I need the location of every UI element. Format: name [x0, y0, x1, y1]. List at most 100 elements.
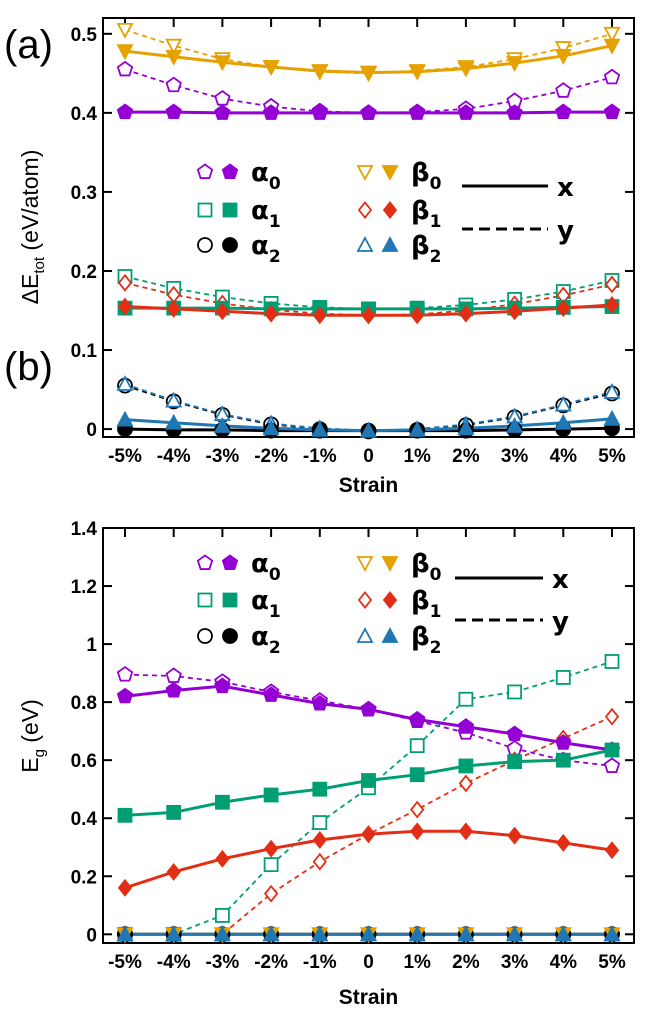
- legend-marker-filled-β2: [381, 627, 399, 643]
- x-tick-label: -3%: [206, 446, 240, 467]
- legend-marker-filled-α0: [221, 554, 239, 570]
- point-β2-x-9: [554, 413, 572, 430]
- legend-subscript: 2: [430, 638, 442, 658]
- point-β2-x-2: [213, 925, 231, 942]
- legend-subscript: 2: [269, 638, 281, 658]
- point-β0-x-5: [359, 65, 378, 82]
- point-β1-y-6: [410, 800, 425, 819]
- point-β1-x-1: [166, 299, 181, 318]
- point-β1-x-5: [361, 825, 376, 844]
- legend-greek: α: [251, 158, 269, 188]
- x-tick-label: -1%: [303, 446, 337, 467]
- point-α0-x-0: [116, 103, 134, 120]
- legend-greek: α: [251, 231, 269, 261]
- point-α0-x-4: [311, 694, 328, 711]
- legend-label-β2: β2: [411, 231, 441, 267]
- point-β0-x-0: [116, 44, 134, 61]
- point-α1-x-3: [263, 787, 279, 803]
- y-tick-label: 1: [86, 635, 97, 656]
- point-α0-x-7: [457, 718, 475, 734]
- legend-marker-open-α0: [196, 163, 214, 179]
- point-β2-x-3: [262, 925, 280, 942]
- legend-subscript: 1: [269, 212, 281, 232]
- point-α0-y-1: [165, 76, 182, 93]
- x-tick-label: 1%: [403, 952, 431, 973]
- x-tick-label: -5%: [108, 446, 142, 467]
- point-α0-x-9: [555, 103, 572, 120]
- point-β0-y-1: [165, 38, 183, 55]
- legend-line-label-x: x: [552, 565, 569, 595]
- x-tick-label: 5%: [598, 952, 626, 973]
- point-β1-y-10: [604, 707, 620, 726]
- point-β2-x-10: [603, 925, 621, 942]
- point-β1-x-9: [556, 833, 571, 852]
- legend-marker-open-β1: [357, 591, 373, 609]
- point-α0-x-10: [603, 103, 621, 120]
- point-α0-y-10: [603, 757, 621, 773]
- legend-greek: α: [251, 622, 269, 652]
- point-α0-x-2: [214, 104, 231, 120]
- point-α0-x-7: [457, 104, 475, 120]
- legend-line-label-y: y: [557, 216, 574, 246]
- point-β2-x-4: [311, 420, 329, 437]
- point-α0-x-2: [214, 677, 231, 694]
- point-β2-x-6: [408, 925, 426, 942]
- legend-marker-filled-α0: [221, 163, 239, 179]
- y-tick-label: 1.4: [71, 519, 98, 540]
- legend-label-β2: β2: [411, 622, 441, 658]
- x-tick-label: -2%: [254, 446, 288, 467]
- point-α0-x-5: [360, 700, 377, 717]
- point-α0-y-1: [165, 667, 182, 683]
- series-line-β0-y: [124, 29, 613, 75]
- point-α1-y-8: [507, 684, 523, 700]
- point-β1-x-3: [263, 839, 279, 858]
- legend-label-α0: α0: [251, 158, 281, 194]
- legend-subscript: 2: [269, 247, 281, 267]
- point-β1-x-2: [215, 302, 230, 321]
- y-axis-label-unit: (eV/atom): [17, 150, 43, 257]
- point-β1-x-1: [166, 862, 181, 881]
- legend-marker-filled-α2: [222, 628, 238, 644]
- legend-label-α2: α2: [251, 622, 281, 658]
- legend-line-label-x: x: [557, 173, 574, 203]
- legend-label-α2: α2: [251, 231, 281, 267]
- point-α1-x-1: [166, 805, 182, 820]
- point-α0-x-0: [116, 687, 134, 704]
- point-β1-y-4: [312, 852, 327, 871]
- legend-marker-filled-β2: [381, 236, 399, 252]
- legend-marker-open-β1: [357, 201, 373, 219]
- point-α1-x-4: [312, 781, 328, 797]
- y-axis-label-main: ΔE: [17, 274, 43, 305]
- point-β1-x-7: [458, 822, 474, 841]
- point-β0-x-1: [165, 49, 183, 66]
- point-α1-x-5: [361, 773, 376, 788]
- point-β2-x-5: [359, 925, 378, 942]
- legend-marker-filled-α1: [222, 592, 238, 608]
- point-β1-x-6: [410, 822, 425, 841]
- y-tick-label: 0.4: [71, 104, 98, 125]
- point-β0-x-4: [311, 64, 329, 80]
- point-α0-x-8: [506, 104, 523, 120]
- legend-subscript: 1: [430, 602, 442, 622]
- x-tick-label: 2%: [452, 952, 480, 973]
- point-β1-y-0: [117, 273, 133, 292]
- point-α0-y-0: [116, 665, 134, 682]
- point-α1-y-10: [604, 654, 620, 669]
- point-α1-x-0: [117, 807, 133, 823]
- x-tick-label: 3%: [501, 952, 529, 973]
- y-tick-label: 0.2: [71, 867, 97, 888]
- point-β2-y-1: [165, 391, 183, 408]
- legend-marker-open-α1: [197, 202, 213, 218]
- point-α0-y-9: [555, 82, 572, 98]
- legend-label-β0: β0: [411, 158, 442, 194]
- point-β2-x-3: [262, 419, 280, 436]
- point-β2-y-9: [554, 395, 572, 412]
- legend-greek: β: [411, 231, 430, 261]
- series-line-α0-x: [124, 684, 613, 752]
- series-line-α1-y: [125, 660, 613, 936]
- legend-marker-open-α2: [197, 237, 213, 253]
- point-β1-y-7: [458, 774, 474, 793]
- legend-subscript: 0: [269, 174, 281, 194]
- x-tick-label: -1%: [303, 952, 337, 973]
